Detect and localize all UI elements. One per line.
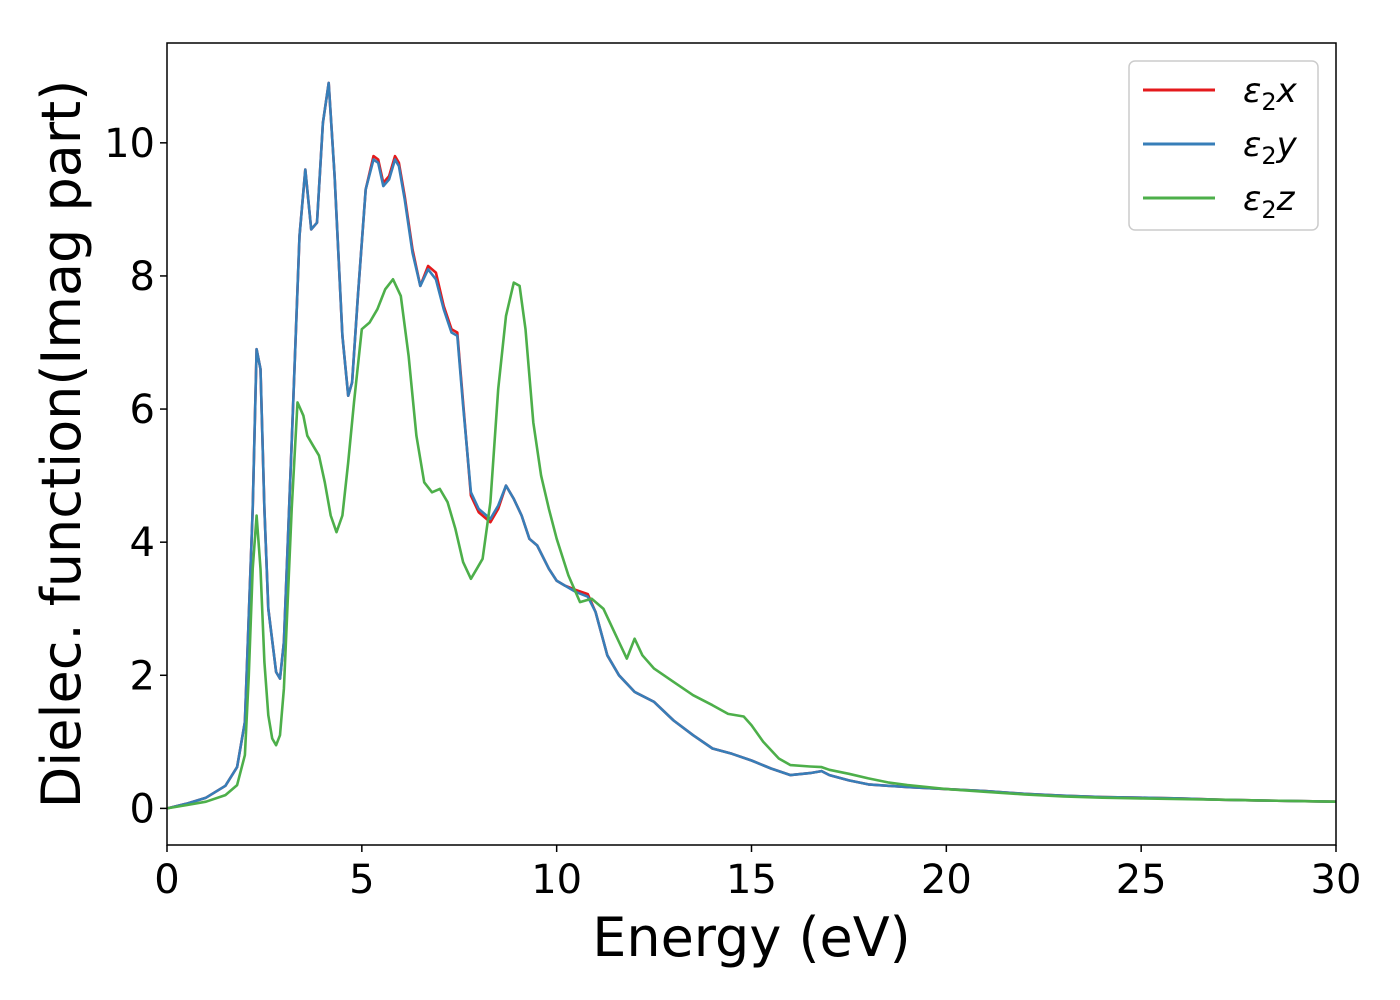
legend: ε2x ε2y ε2z bbox=[1128, 60, 1319, 231]
y-tick-label: 4 bbox=[130, 520, 155, 566]
x-tick-label: 30 bbox=[1311, 857, 1362, 903]
series-layer bbox=[167, 81, 1336, 810]
y-tick-label: 8 bbox=[130, 254, 155, 300]
y-tick-label: 2 bbox=[130, 653, 155, 699]
y-tick-label: 6 bbox=[130, 387, 155, 433]
x-tick-label: 15 bbox=[726, 857, 777, 903]
legend-label-x: ε2x bbox=[1243, 71, 1298, 116]
y-tick-label: 0 bbox=[130, 786, 155, 832]
y-axis-label: Dielec. function(Imag part) bbox=[30, 80, 93, 809]
x-axis: 0 5 10 15 20 25 30 bbox=[154, 845, 1361, 903]
legend-box bbox=[1128, 60, 1319, 231]
x-tick-label: 25 bbox=[1116, 857, 1167, 903]
x-tick-label: 10 bbox=[531, 857, 582, 903]
legend-label-z: ε2z bbox=[1243, 179, 1296, 224]
x-tick-label: 0 bbox=[154, 857, 179, 903]
x-tick-label: 20 bbox=[921, 857, 972, 903]
series-line-z bbox=[167, 277, 1336, 810]
x-tick-label: 5 bbox=[349, 857, 374, 903]
series-line-y bbox=[167, 81, 1336, 810]
x-axis-label: Energy (eV) bbox=[592, 906, 911, 969]
legend-label-y: ε2y bbox=[1243, 125, 1298, 170]
y-tick-label: 10 bbox=[104, 121, 155, 167]
y-axis: 0 2 4 6 8 10 bbox=[104, 121, 167, 832]
